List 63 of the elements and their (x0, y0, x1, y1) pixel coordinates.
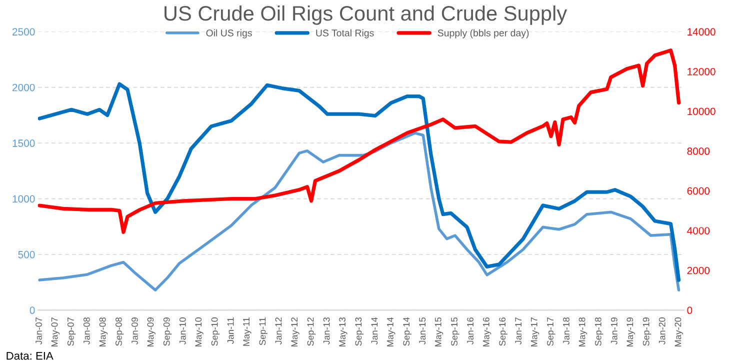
x-tick-label: May-10 (195, 317, 204, 346)
x-tick-label: Jan-14 (371, 317, 378, 345)
x-tick-label: Sep-18 (594, 317, 604, 346)
x-tick-label: Sep-12 (307, 318, 316, 346)
x-tick-label: Jan-09 (132, 318, 138, 345)
x-tick-label: May-16 (482, 317, 492, 346)
x-tick-label: Sep-11 (259, 318, 268, 346)
x-tick-label: May-08 (99, 317, 108, 346)
text: Data: EIA (6, 352, 54, 360)
line-series (38, 132, 680, 292)
line-series (38, 48, 681, 234)
legend-label: Supply (bbls per day) (438, 29, 529, 38)
y-tick-label: 1500 (12, 140, 35, 147)
x-tick-label: May-13 (339, 317, 348, 346)
x-tick-label: Sep-17 (547, 318, 556, 346)
x-tick-label: Sep-16 (499, 317, 508, 346)
x-tick-label: Jan-13 (323, 317, 330, 345)
x-tick-label: May-11 (243, 318, 252, 346)
line-series (38, 82, 681, 282)
chart-title: US Crude Oil Rigs Count and Crude Supply (164, 5, 568, 25)
x-tick-label: May-07 (51, 318, 60, 346)
legend-label: US Total Rigs (316, 29, 374, 38)
x-tick-label: Jan-10 (179, 317, 186, 345)
x-tick-label: Jan-19 (610, 318, 618, 345)
y2-tick-label: 0 (687, 306, 692, 314)
y2-tick-label: 2000 (687, 266, 710, 274)
y2-tick-label: 8000 (687, 148, 710, 155)
legend-label: Oil US rigs (206, 29, 252, 38)
y2-tick-label: 14000 (688, 28, 716, 36)
x-tick-label: Sep-19 (642, 318, 652, 346)
x-tick-label: Sep-15 (451, 317, 460, 346)
x-tick-label: Sep-07 (67, 318, 76, 346)
y2-tick-label: 12000 (688, 68, 716, 76)
x-tick-label: Jan-18 (563, 317, 570, 345)
x-tick-label: May-14 (387, 317, 396, 346)
x-tick-label: Jan-11 (227, 318, 234, 344)
x-tick-label: May-20 (674, 317, 683, 346)
y-tick-label: 0 (30, 306, 35, 314)
y2-tick-label: 10000 (688, 108, 716, 116)
x-tick-label: Jan-12 (275, 318, 282, 345)
y-tick-label: 1000 (12, 195, 35, 203)
x-tick-label: Sep-09 (163, 318, 172, 346)
y2-tick-label: 4000 (687, 227, 710, 234)
x-tick-label: Sep-08 (116, 317, 124, 346)
x-tick-label: Jan-17 (515, 318, 522, 345)
y-tick-label: 500 (18, 250, 35, 258)
x-tick-label: May-18 (578, 317, 587, 346)
x-tick-label: Jan-08 (83, 317, 90, 345)
y-tick-label: 2500 (12, 28, 35, 36)
x-tick-label: Sep-10 (211, 317, 220, 346)
x-tick-label: Jan-20 (658, 317, 666, 345)
x-tick-label: May-15 (435, 317, 444, 346)
x-tick-label: May-19 (626, 318, 635, 346)
x-tick-label: May-12 (291, 318, 300, 346)
y-tick-label: 2000 (12, 84, 35, 92)
x-tick-label: Jan-15 (419, 317, 426, 345)
x-tick-label: Jan-07 (36, 318, 42, 345)
x-tick-label: May-09 (147, 318, 156, 346)
x-tick-label: Jan-16 (467, 317, 474, 345)
x-tick-label: Sep-14 (403, 317, 412, 346)
y2-tick-label: 6000 (687, 187, 710, 195)
x-tick-label: Sep-13 (355, 317, 364, 346)
x-tick-label: May-17 (530, 318, 540, 346)
